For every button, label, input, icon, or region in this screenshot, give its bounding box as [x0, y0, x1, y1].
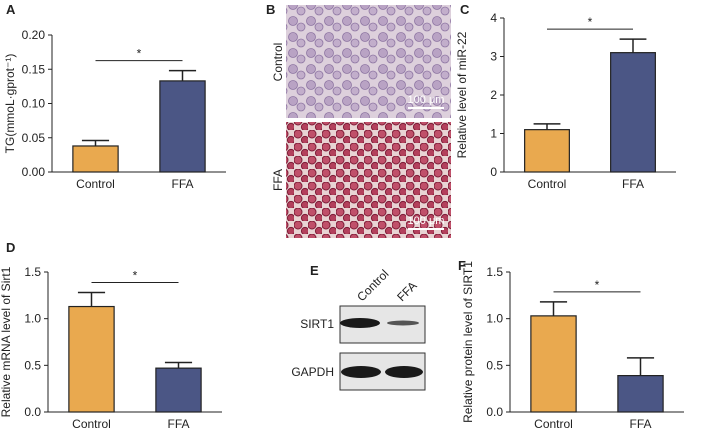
panel-letter: C [460, 2, 470, 17]
x-tick-label: Control [72, 417, 111, 431]
x-tick-label: FFA [171, 177, 193, 191]
y-tick-label: 0.05 [22, 131, 46, 145]
band [385, 366, 423, 378]
x-tick-label: Control [534, 417, 573, 431]
y-tick-label: 1.5 [24, 265, 41, 279]
y-tick-label: 2 [490, 88, 497, 102]
bar [530, 315, 577, 413]
band [341, 366, 381, 378]
y-axis-label: TG(mmoL·gprot⁻¹) [3, 54, 17, 154]
band-label: GAPDH [291, 365, 334, 379]
bar [617, 375, 664, 413]
y-tick-label: 1.0 [24, 312, 41, 326]
significance-label: * [588, 15, 593, 29]
micrograph [286, 122, 451, 238]
y-tick-label: 3 [490, 50, 497, 64]
band [340, 318, 380, 328]
y-axis-label: Relative level of miR-22 [455, 31, 469, 158]
scale-label: 100 μm [408, 215, 445, 227]
micrograph [286, 5, 451, 118]
bar [159, 80, 206, 173]
x-tick-label: Control [528, 177, 567, 191]
panel-letter: D [6, 240, 15, 255]
significance-label: * [595, 278, 600, 292]
x-tick-label: FFA [629, 417, 651, 431]
lane-label: Control [354, 267, 391, 304]
bar [68, 305, 115, 413]
x-tick-label: FFA [167, 417, 189, 431]
panel-letter: B [266, 2, 275, 17]
y-tick-label: 1.5 [486, 265, 503, 279]
y-tick-label: 0.5 [24, 358, 41, 372]
y-axis-label: Relative mRNA level of Sirt1 [0, 266, 13, 417]
y-axis-label: Relative protein level of SIRT1 [461, 261, 475, 423]
y-tick-label: 0 [490, 165, 497, 179]
y-tick-label: 1.0 [486, 312, 503, 326]
y-tick-label: 1 [490, 127, 497, 141]
bar [524, 129, 570, 173]
y-tick-label: 0.0 [24, 405, 41, 419]
bar [610, 52, 656, 173]
y-tick-label: 0.00 [22, 165, 46, 179]
significance-label: * [133, 269, 138, 283]
panel-letter: E [310, 263, 319, 278]
scale-label: 100 μm [408, 94, 445, 106]
x-tick-label: FFA [622, 177, 644, 191]
y-tick-label: 0.10 [22, 97, 46, 111]
band-label: SIRT1 [300, 317, 334, 331]
y-tick-label: 4 [490, 11, 497, 25]
panel-letter: F [458, 258, 466, 273]
panel-letter: A [6, 2, 16, 17]
band [387, 320, 419, 326]
bar [155, 367, 202, 413]
x-tick-label: Control [76, 177, 115, 191]
significance-label: * [137, 47, 142, 61]
lane-label: FFA [394, 279, 419, 304]
y-tick-label: 0.15 [22, 62, 46, 76]
row-label: Control [271, 43, 285, 82]
y-tick-label: 0.0 [486, 405, 503, 419]
row-label: FFA [271, 169, 285, 191]
y-tick-label: 0.5 [486, 358, 503, 372]
bar [72, 145, 119, 173]
y-tick-label: 0.20 [22, 28, 46, 42]
